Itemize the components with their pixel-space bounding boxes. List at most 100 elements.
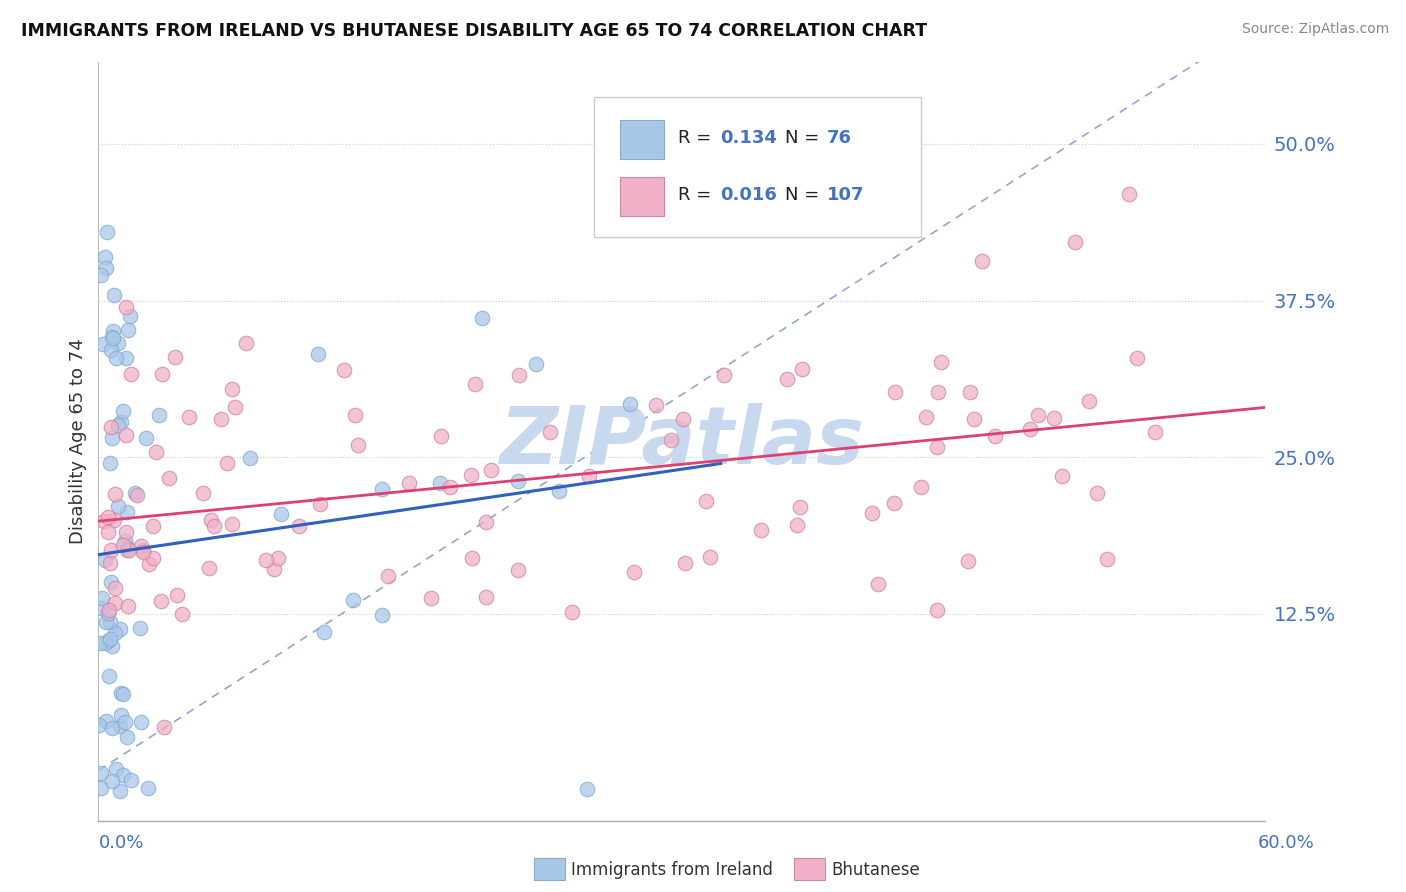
Point [118, 543, 141, 558]
Point [461, 551, 484, 566]
Point [209, 412, 232, 426]
Point [508, 368, 530, 383]
Point [524, 357, 547, 371]
Point [191, 485, 214, 500]
Point [100, 420, 122, 434]
Point [506, 563, 529, 577]
Text: 0.134: 0.134 [720, 129, 778, 147]
Point [98, 615, 121, 630]
Point [166, 588, 188, 602]
Point [860, 506, 883, 520]
Point [103, 331, 125, 345]
Point [776, 372, 799, 386]
Point [342, 593, 364, 607]
Text: 76: 76 [827, 129, 852, 147]
Point [790, 362, 813, 376]
Point [142, 551, 165, 566]
Point [377, 568, 399, 582]
Point [959, 384, 981, 399]
FancyBboxPatch shape [620, 177, 665, 217]
Point [96, 225, 118, 239]
Point [101, 721, 124, 735]
Point [343, 408, 366, 422]
Point [90, 781, 112, 796]
Point [150, 368, 173, 382]
Text: Immigrants from Ireland: Immigrants from Ireland [571, 861, 773, 879]
Point [152, 720, 174, 734]
Point [177, 409, 200, 424]
Point [307, 346, 329, 360]
Point [104, 351, 127, 366]
Point [115, 505, 138, 519]
Point [672, 412, 695, 426]
Point [142, 519, 165, 533]
Point [713, 368, 735, 383]
Point [1063, 235, 1085, 250]
Point [506, 475, 529, 489]
Point [98, 632, 121, 647]
Point [235, 336, 257, 351]
Point [107, 336, 129, 351]
Point [1095, 552, 1118, 566]
Point [148, 409, 170, 423]
Text: N =: N = [785, 129, 824, 147]
Text: 0.0%: 0.0% [98, 834, 143, 852]
Point [197, 561, 219, 575]
Point [97, 603, 120, 617]
Point [100, 542, 122, 557]
Point [125, 488, 148, 502]
Point [105, 762, 128, 776]
Point [538, 425, 561, 439]
Point [129, 539, 152, 553]
Point [1026, 408, 1049, 422]
Point [98, 556, 121, 570]
Point [132, 543, 155, 558]
Point [94, 636, 117, 650]
Point [120, 772, 142, 787]
Y-axis label: Disability Age 65 to 74: Disability Age 65 to 74 [69, 339, 87, 544]
Point [110, 415, 132, 429]
Point [471, 310, 494, 325]
Point [114, 534, 136, 549]
Point [117, 599, 139, 613]
Point [163, 350, 186, 364]
Point [129, 621, 152, 635]
Point [200, 513, 222, 527]
Point [1143, 425, 1166, 440]
Point [98, 669, 121, 683]
Point [110, 707, 132, 722]
Point [547, 484, 569, 499]
Point [117, 541, 139, 556]
Point [221, 382, 243, 396]
Point [925, 603, 948, 617]
Point [460, 467, 482, 482]
Point [267, 551, 290, 566]
Point [117, 730, 139, 744]
Point [100, 639, 122, 653]
Point [115, 428, 138, 442]
Point [98, 456, 121, 470]
Point [101, 330, 124, 344]
Point [984, 429, 1007, 443]
Point [217, 456, 239, 470]
Point [115, 525, 138, 540]
Point [751, 523, 773, 537]
Point [90, 591, 112, 605]
Point [561, 605, 583, 619]
Point [90, 601, 112, 615]
Point [346, 438, 368, 452]
Point [103, 513, 125, 527]
Point [111, 687, 134, 701]
Text: R =: R = [679, 129, 717, 147]
Point [117, 322, 139, 336]
Point [104, 487, 127, 501]
Point [623, 565, 645, 579]
Point [89, 636, 111, 650]
Point [420, 591, 443, 605]
Point [312, 625, 335, 640]
Point [108, 719, 131, 733]
Point [575, 781, 598, 796]
Point [115, 300, 138, 314]
Point [114, 714, 136, 729]
Point [308, 497, 330, 511]
